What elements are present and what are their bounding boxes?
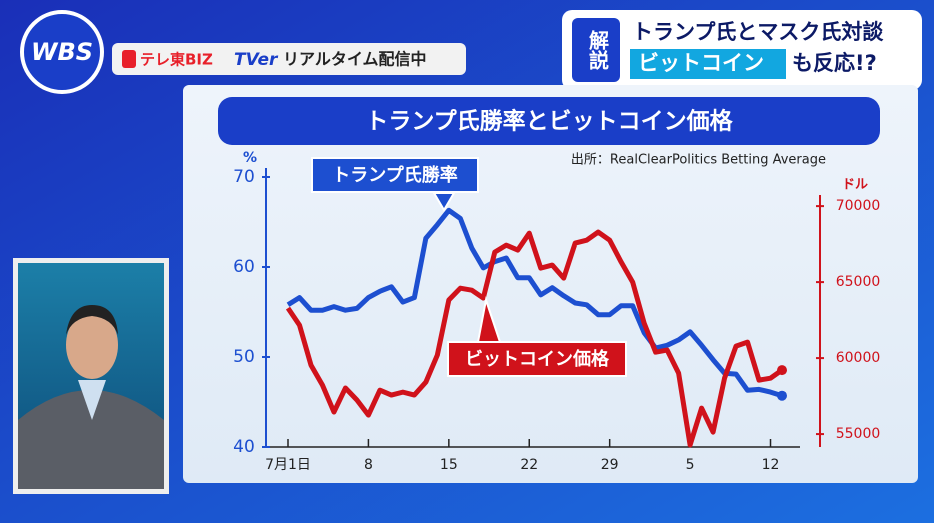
channel-icon (122, 50, 136, 68)
x-tick-label: 8 (364, 457, 373, 473)
y2-tick-label: 70000 (836, 198, 881, 214)
y2-tick-label: 65000 (836, 274, 881, 290)
source: 出所：RealClearPolitics Betting Average (571, 153, 826, 168)
x-tick-label: 12 (762, 457, 780, 473)
headline-highlight: ビットコイン (638, 51, 764, 75)
logo-circle (20, 10, 104, 94)
logo: WBS (31, 38, 93, 66)
service: TVer (234, 50, 279, 70)
legend-label: トランプ氏勝率 (332, 164, 457, 186)
channel-bar (112, 43, 466, 75)
highlight-box (630, 49, 786, 79)
y2-tick-label: 55000 (836, 426, 881, 442)
x-tick-label: 29 (601, 457, 619, 473)
headline-tail: も反応!? (792, 51, 877, 75)
x-tick-label: 15 (440, 457, 458, 473)
y-tick-label: 40 (233, 437, 255, 457)
end-point (777, 390, 787, 401)
series-line (285, 229, 784, 448)
y-tick-label: 70 (233, 167, 255, 187)
y2-tick-label: 60000 (836, 350, 881, 366)
badge-box (572, 18, 620, 82)
x-tick-label: 22 (520, 457, 538, 473)
y-tick-label: 50 (233, 347, 255, 367)
presenter-shirt (78, 380, 106, 420)
y-axis-unit: % (243, 150, 257, 166)
title-bar (218, 97, 880, 145)
y2-axis-unit: ドル (842, 178, 868, 193)
badge: 解説 (586, 29, 610, 71)
presenter-face (66, 311, 118, 379)
channel: テレ東BIZ (140, 51, 213, 69)
stream: リアルタイム配信中 (283, 50, 427, 69)
callout-box (447, 341, 627, 377)
presenter-body (18, 390, 164, 489)
legend-label: ビットコイン価格 (465, 348, 610, 370)
series-line (286, 207, 783, 399)
end-point (777, 365, 787, 376)
plot: 40 50 60 70 55000 60000 65000 70000 7月1日 8 15 22 29 5… (233, 157, 881, 473)
presenter-hair (66, 305, 118, 335)
x-tick-label: 5 (686, 457, 695, 473)
x-tick-label: 7月1日 (265, 457, 311, 473)
chart-title: トランプ氏勝率とビットコイン価格 (365, 108, 733, 135)
y-tick-label: 60 (233, 257, 255, 277)
callout-box (311, 157, 479, 193)
headline: トランプ氏とマスク氏対談 (632, 20, 884, 44)
